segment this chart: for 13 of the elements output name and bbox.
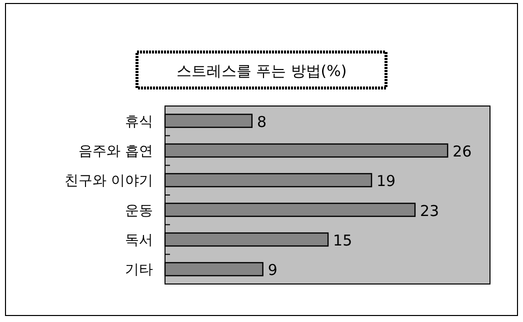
- y-tick-label: 기타: [125, 262, 153, 278]
- data-label: 19: [376, 172, 396, 190]
- data-label: 8: [256, 112, 267, 131]
- y-tick-label: 친구와 이야기: [64, 173, 153, 190]
- y-tick-label: 음주와 흡연: [78, 144, 153, 160]
- data-label: 23: [420, 202, 440, 220]
- chart-title: 스트레스를 푸는 방법(%): [176, 62, 347, 80]
- data-label: 26: [452, 142, 472, 160]
- y-tick-label: 운동: [125, 202, 153, 219]
- y-tick-label: 독서: [125, 232, 153, 248]
- data-label: 15: [333, 232, 352, 250]
- data-label: 9: [268, 261, 278, 280]
- y-tick-label: 휴식: [125, 114, 153, 130]
